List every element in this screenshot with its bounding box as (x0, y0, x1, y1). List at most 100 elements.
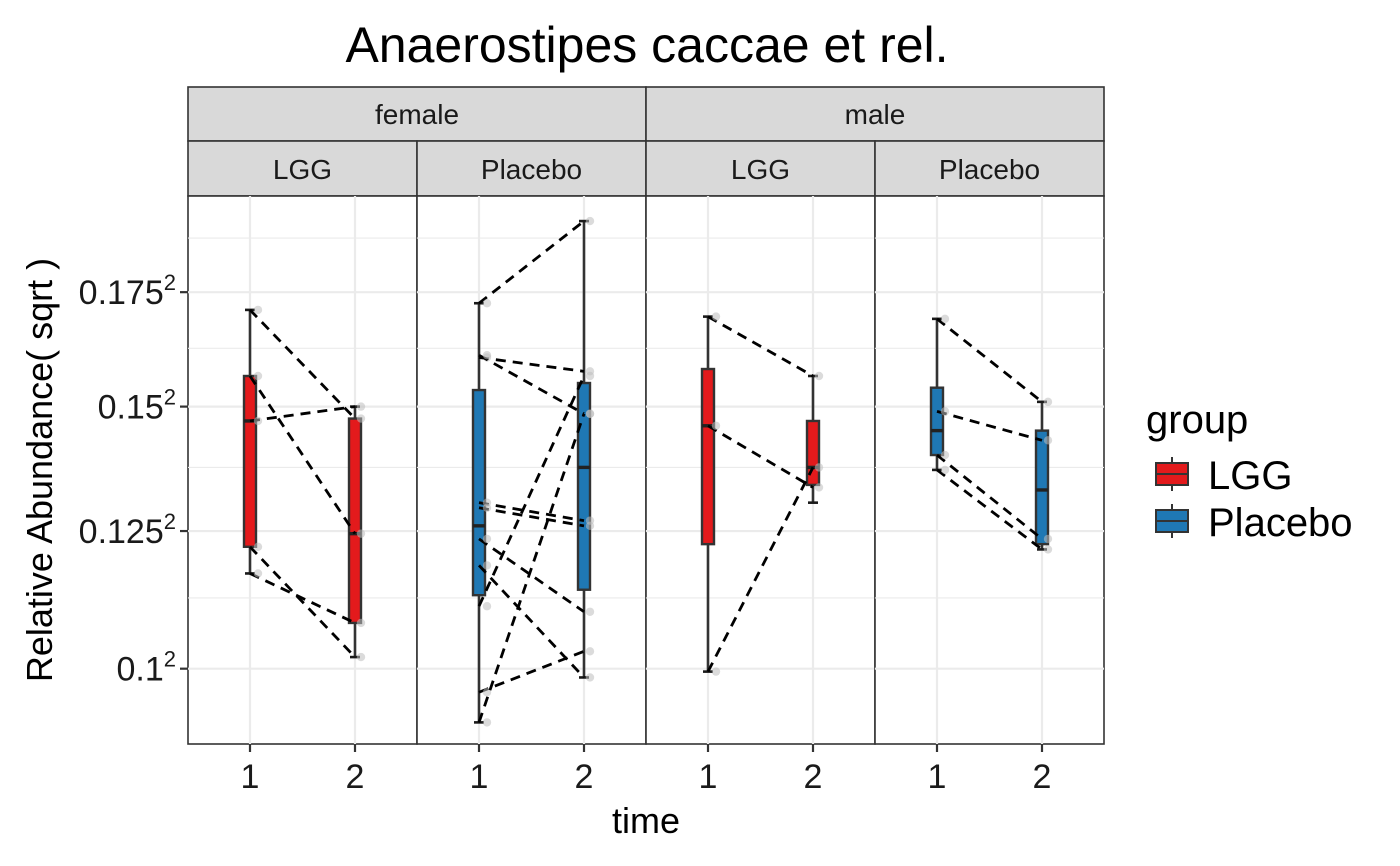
data-point (1043, 545, 1053, 554)
pair-line (478, 353, 585, 415)
box-iqr (805, 419, 821, 487)
data-point (585, 521, 595, 531)
pair-line (248, 308, 357, 420)
panel-male-lgg (645, 195, 876, 745)
strip-male-placebo-bg (874, 140, 1105, 197)
data-point (814, 463, 824, 472)
data-point (585, 216, 595, 226)
data-point (253, 542, 263, 551)
data-point (482, 503, 492, 512)
legend-item-placebo: Placebo (1155, 501, 1353, 545)
data-point (585, 607, 595, 616)
data-point (482, 688, 492, 697)
facet-panels (187, 195, 1105, 745)
data-point (482, 350, 492, 360)
data-point (482, 718, 492, 727)
data-point (585, 409, 595, 418)
panel-female-placebo (416, 195, 647, 745)
strip-male-placebo-label: Placebo (939, 154, 1040, 185)
pair-line (707, 315, 814, 378)
legend-placebo-label: Placebo (1208, 501, 1353, 545)
data-point (253, 305, 263, 315)
strip-female-placebo-label: Placebo (481, 154, 582, 185)
legend-lgg-label: LGG (1208, 454, 1292, 498)
data-point (814, 371, 824, 381)
panel-background (416, 195, 647, 745)
pair-line (478, 506, 585, 528)
data-point (940, 450, 950, 460)
pair-line (478, 501, 585, 523)
strip-female-lgg-bg (187, 140, 418, 197)
data-point (356, 529, 366, 538)
data-point (711, 312, 721, 321)
x-tick-label: 2 (1033, 758, 1052, 796)
y-tick-label: 0.1252 (79, 509, 176, 551)
box-time-1 (700, 315, 716, 673)
x-axis: 1 2 1 2 1 2 1 2 (241, 744, 1052, 796)
strip-male-lgg-label: LGG (731, 154, 790, 185)
y-tick-base: 0.175 (79, 274, 164, 312)
box-iqr (471, 388, 487, 597)
data-point (585, 647, 595, 656)
y-tick-exponent: 2 (164, 509, 176, 534)
x-tick-label: 1 (699, 758, 718, 796)
pair-line (248, 545, 357, 659)
pair-line (936, 453, 1043, 540)
data-point (253, 569, 263, 578)
legend-item-lgg: LGG (1155, 454, 1292, 498)
y-tick-exponent: 2 (164, 647, 176, 672)
y-axis-title: Relative Abundance( sqrt ) (19, 258, 60, 682)
pair-line (936, 317, 1043, 403)
panel-male-placebo (874, 195, 1105, 745)
data-point (1043, 397, 1053, 407)
data-point (356, 652, 366, 662)
y-tick-label: 0.1752 (79, 270, 176, 312)
strip-female-lgg-label: LGG (273, 154, 332, 185)
data-point (356, 618, 366, 628)
pair-line (478, 650, 585, 694)
data-point (1043, 534, 1053, 544)
data-point (253, 416, 263, 426)
data-point (482, 534, 492, 544)
panel-background (187, 195, 418, 745)
panel-background (645, 195, 876, 745)
y-tick-label: 0.152 (98, 385, 176, 427)
x-tick-label: 2 (575, 758, 594, 796)
data-point (482, 602, 492, 611)
data-point (356, 402, 366, 411)
strip-male-label: male (845, 99, 906, 130)
pair-line (248, 375, 357, 535)
data-point (482, 561, 492, 570)
box-time-1 (242, 308, 258, 575)
data-point (253, 371, 263, 381)
box-iqr (347, 417, 363, 625)
data-point (482, 299, 492, 308)
box-iqr (929, 386, 945, 457)
x-tick-label: 2 (346, 758, 365, 796)
pair-line (478, 219, 585, 305)
box-iqr (700, 367, 716, 546)
pair-line (936, 468, 1043, 551)
box-iqr (242, 374, 258, 548)
y-tick-label: 0.12 (116, 647, 176, 689)
data-point (711, 421, 721, 430)
legend-title: group (1146, 398, 1248, 442)
data-point (356, 414, 366, 423)
pair-line (477, 413, 586, 723)
data-point (940, 407, 950, 416)
pair-line (478, 356, 585, 373)
strip-male-bg (645, 86, 1105, 142)
box-iqr (576, 381, 592, 591)
x-tick-label: 2 (804, 758, 823, 796)
pair-line (936, 410, 1043, 442)
x-tick-label: 1 (241, 758, 260, 796)
data-point (711, 667, 721, 676)
pair-line (477, 375, 586, 607)
x-tick-label: 1 (928, 758, 947, 796)
chart-title: Anaerostipes caccae et rel. (345, 17, 948, 73)
y-tick-base: 0.125 (79, 513, 164, 551)
box-time-2 (1034, 400, 1050, 551)
pair-line (706, 466, 815, 673)
panel-background (874, 195, 1105, 745)
y-tick-exponent: 2 (164, 270, 176, 295)
